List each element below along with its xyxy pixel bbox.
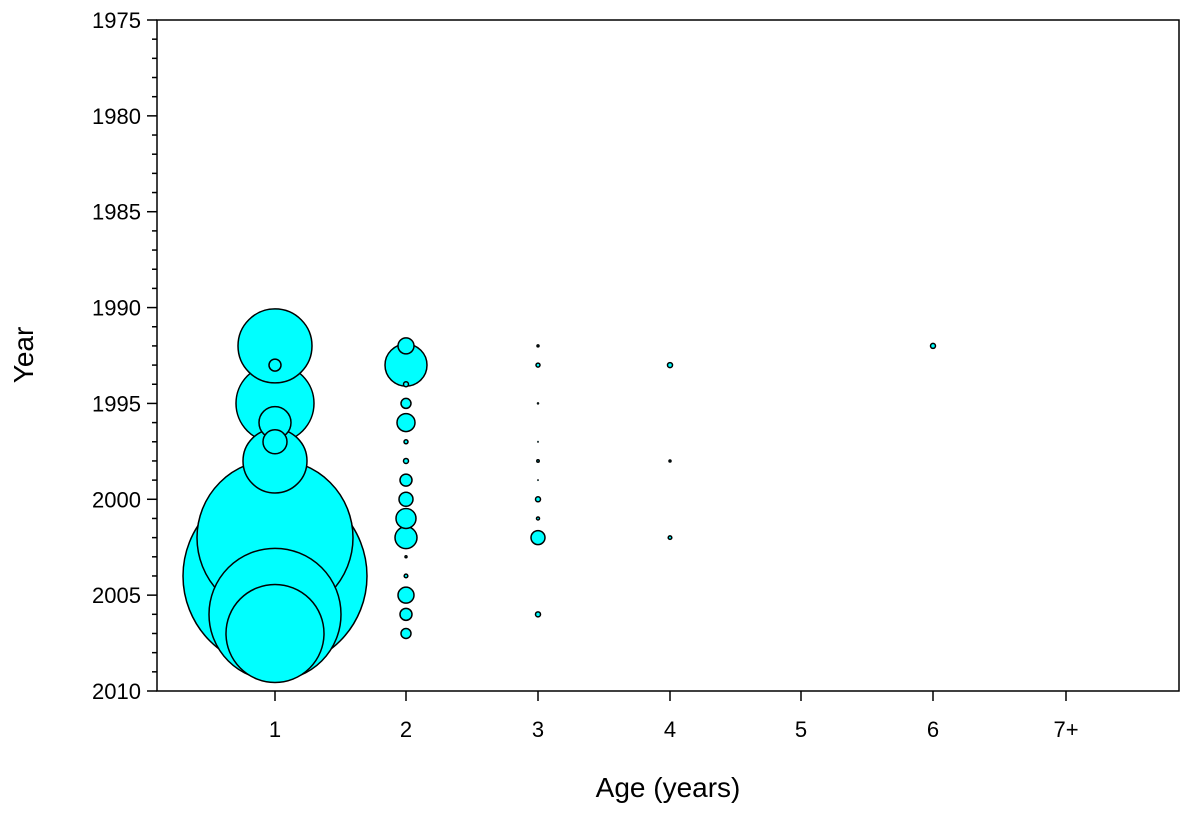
bubble-point xyxy=(397,586,415,604)
bubble-point xyxy=(530,529,546,546)
bubble-point xyxy=(666,361,674,369)
bubble-point xyxy=(536,479,540,482)
bubble-point xyxy=(262,429,288,455)
y-tick-label: 1985 xyxy=(92,200,141,225)
bubble-point xyxy=(404,555,408,559)
bubble-point xyxy=(534,496,542,503)
bubble-point xyxy=(536,440,540,443)
y-tick-label: 2010 xyxy=(92,679,141,704)
bubble-point xyxy=(395,507,417,530)
bubble-point xyxy=(929,342,937,350)
bubble-point xyxy=(399,607,413,622)
bubble-point xyxy=(398,491,414,508)
bubble-point xyxy=(225,583,325,684)
bubble-point xyxy=(667,535,673,541)
x-axis: 1 2 3 4 5 6 7+ xyxy=(269,691,1079,742)
x-axis-title: Age (years) xyxy=(596,772,741,803)
bubble-point xyxy=(400,397,412,410)
x-tick-label: 3 xyxy=(532,717,544,742)
bubble-point xyxy=(403,439,409,445)
bubble-point xyxy=(397,337,415,355)
bubble-point xyxy=(668,459,672,463)
y-tick-label: 2005 xyxy=(92,583,141,608)
bubble-point xyxy=(535,516,541,521)
bubble-point xyxy=(536,344,540,348)
y-axis: 1975 1980 1985 1990 1995 2000 2005 2010 xyxy=(92,8,157,704)
bubble-point xyxy=(396,412,416,433)
x-tick-label: 1 xyxy=(269,717,281,742)
bubble-point xyxy=(402,381,410,388)
bubble-point xyxy=(534,611,542,618)
x-tick-label: 4 xyxy=(664,717,676,742)
bubble-point xyxy=(535,362,541,368)
bubble-point xyxy=(268,358,282,372)
bubble-point xyxy=(400,627,412,640)
y-tick-label: 1995 xyxy=(92,391,141,416)
bubble-point xyxy=(402,457,410,465)
x-tick-label: 2 xyxy=(400,717,412,742)
y-tick-label: 1990 xyxy=(92,296,141,321)
bubble-layer xyxy=(182,308,937,684)
bubble-point xyxy=(536,402,540,405)
x-tick-label: 5 xyxy=(795,717,807,742)
bubble-point xyxy=(403,573,409,579)
bubble-point xyxy=(394,525,418,550)
y-axis-title: Year xyxy=(8,327,39,384)
bubble-point xyxy=(399,473,413,487)
plot-frame xyxy=(156,19,1180,692)
bubble-point xyxy=(237,308,313,384)
y-tick-label: 1975 xyxy=(92,8,141,33)
y-tick-label: 2000 xyxy=(92,487,141,512)
y-tick-label: 1980 xyxy=(92,104,141,129)
x-tick-label: 6 xyxy=(927,717,939,742)
x-tick-label: 7+ xyxy=(1053,717,1078,742)
bubble-point xyxy=(536,458,540,463)
